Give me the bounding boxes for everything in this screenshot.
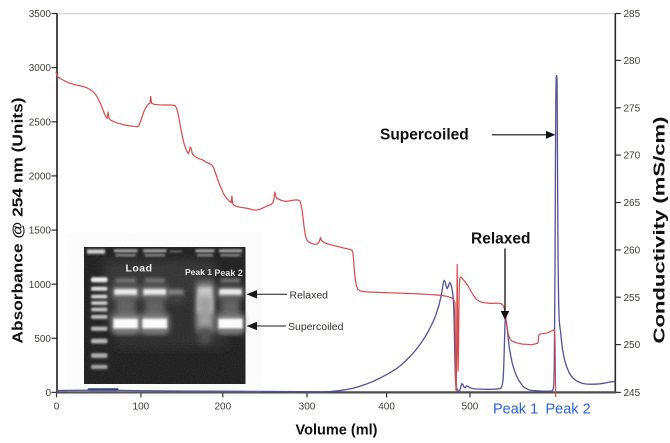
svg-text:Peak 2: Peak 2: [546, 402, 591, 418]
svg-text:Load: Load: [125, 263, 152, 275]
svg-text:0: 0: [54, 402, 60, 413]
svg-text:285: 285: [624, 9, 641, 20]
svg-text:260: 260: [624, 246, 641, 257]
svg-text:3000: 3000: [29, 63, 52, 74]
svg-text:2000: 2000: [29, 172, 52, 183]
svg-text:Relaxed: Relaxed: [290, 289, 329, 301]
svg-text:Conductivity (mS/cm): Conductivity (mS/cm): [652, 116, 669, 343]
svg-text:400: 400: [378, 402, 395, 413]
svg-text:500: 500: [462, 402, 479, 413]
svg-text:500: 500: [34, 334, 51, 345]
svg-text:2500: 2500: [29, 117, 52, 128]
svg-text:270: 270: [624, 151, 641, 162]
svg-text:3500: 3500: [29, 9, 52, 20]
svg-text:1500: 1500: [29, 226, 52, 237]
svg-text:1000: 1000: [29, 280, 52, 291]
svg-text:Peak 2: Peak 2: [214, 268, 243, 278]
svg-text:Volume (ml): Volume (ml): [296, 423, 378, 439]
svg-text:Supercoiled: Supercoiled: [288, 321, 344, 333]
svg-text:Supercoiled: Supercoiled: [380, 127, 469, 144]
svg-text:Absorbance @ 254 nm (Units): Absorbance @ 254 nm (Units): [10, 98, 27, 344]
svg-text:100: 100: [133, 402, 150, 413]
svg-text:Relaxed: Relaxed: [471, 231, 530, 248]
svg-text:265: 265: [624, 198, 641, 209]
svg-text:280: 280: [624, 56, 641, 67]
svg-text:245: 245: [624, 388, 641, 399]
svg-text:Peak 1: Peak 1: [185, 267, 212, 277]
svg-text:275: 275: [624, 103, 641, 114]
svg-text:300: 300: [299, 402, 316, 413]
svg-text:0: 0: [45, 388, 51, 399]
svg-text:255: 255: [624, 293, 641, 304]
svg-text:Peak 1: Peak 1: [493, 402, 538, 418]
svg-text:200: 200: [214, 402, 231, 413]
svg-text:250: 250: [624, 340, 641, 351]
